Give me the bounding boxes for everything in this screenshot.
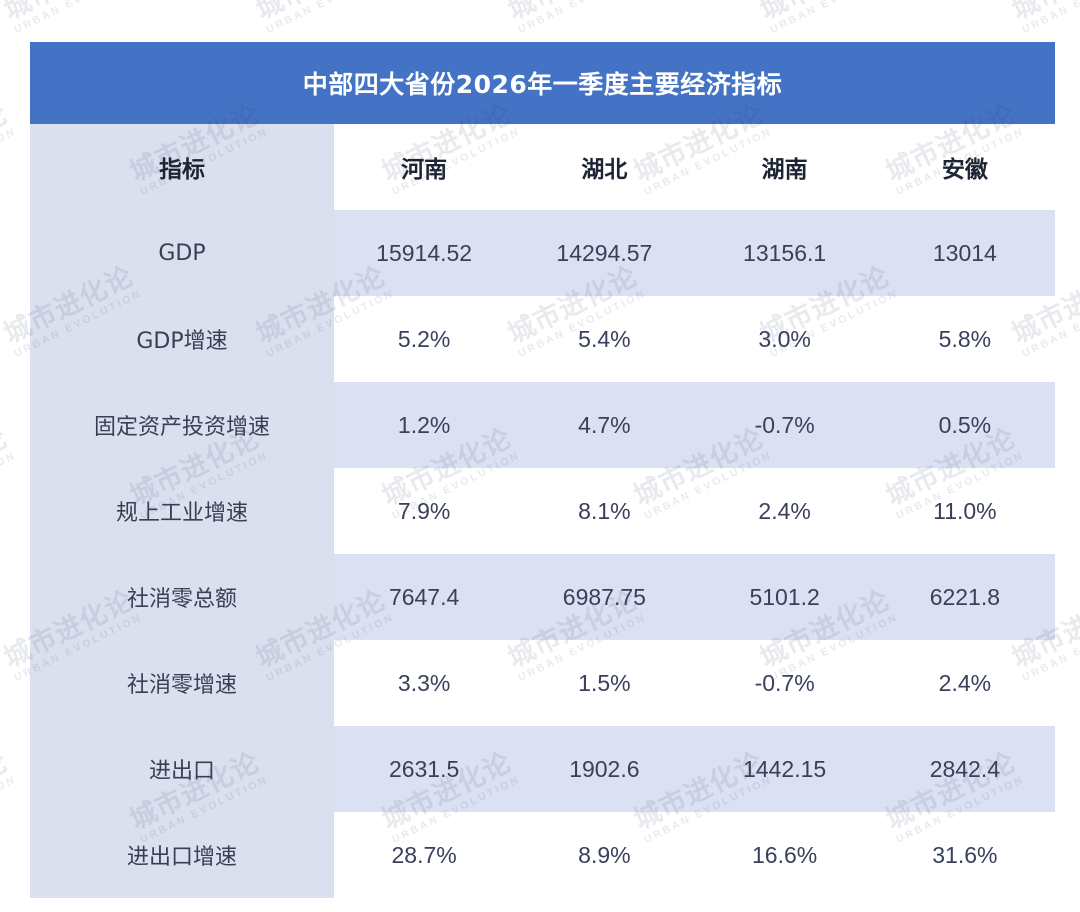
cell-henan: 28.7% xyxy=(334,812,515,898)
row-label: GDP增速 xyxy=(30,296,334,382)
cell-henan: 5.2% xyxy=(334,296,515,382)
column-header-anhui: 安徽 xyxy=(874,124,1055,210)
cell-henan: 15914.52 xyxy=(334,210,515,296)
table-header-row: 指标 河南 湖北 湖南 安徽 xyxy=(30,124,1055,210)
cell-anhui: 2842.4 xyxy=(874,726,1055,812)
cell-hubei: 14294.57 xyxy=(514,210,695,296)
column-header-hunan: 湖南 xyxy=(694,124,875,210)
row-label: 社消零增速 xyxy=(30,640,334,726)
row-label: 进出口 xyxy=(30,726,334,812)
cell-hunan: 5101.2 xyxy=(694,554,875,640)
table-row: 进出口 2631.5 1902.6 1442.15 2842.4 xyxy=(30,726,1055,812)
table-row: GDP增速 5.2% 5.4% 3.0% 5.8% xyxy=(30,296,1055,382)
row-label: 固定资产投资增速 xyxy=(30,382,334,468)
watermark-text: 城市进化论URBAN EVOLUTION xyxy=(503,0,649,38)
watermark-text: 城市进化论URBAN EVOLUTION xyxy=(251,0,397,38)
table-title-bar: 中部四大省份2026年一季度主要经济指标 xyxy=(30,42,1055,124)
table-row: 进出口增速 28.7% 8.9% 16.6% 31.6% xyxy=(30,812,1055,898)
table-row: 固定资产投资增速 1.2% 4.7% -0.7% 0.5% xyxy=(30,382,1055,468)
table-row: 社消零增速 3.3% 1.5% -0.7% 2.4% xyxy=(30,640,1055,726)
watermark-text: 城市进化论URBAN EVOLUTION xyxy=(755,0,901,38)
cell-hubei: 8.9% xyxy=(514,812,695,898)
cell-henan: 2631.5 xyxy=(334,726,515,812)
table-row: 社消零总额 7647.4 6987.75 5101.2 6221.8 xyxy=(30,554,1055,640)
metrics-table: 指标 河南 湖北 湖南 安徽 GDP 15914.52 14294.57 131… xyxy=(30,124,1055,898)
cell-hunan: 3.0% xyxy=(694,296,875,382)
cell-hunan: 16.6% xyxy=(694,812,875,898)
cell-anhui: 2.4% xyxy=(874,640,1055,726)
row-label: 进出口增速 xyxy=(30,812,334,898)
cell-hubei: 1902.6 xyxy=(514,726,695,812)
economic-indicator-table: 中部四大省份2026年一季度主要经济指标 指标 河南 湖北 湖南 安徽 GDP … xyxy=(30,42,1055,898)
cell-hunan: 2.4% xyxy=(694,468,875,554)
row-label: 规上工业增速 xyxy=(30,468,334,554)
watermark-text: 城市进化论URBAN EVOLUTION xyxy=(0,422,19,522)
cell-hunan: -0.7% xyxy=(694,382,875,468)
column-header-indicator: 指标 xyxy=(30,124,334,210)
cell-anhui: 5.8% xyxy=(874,296,1055,382)
cell-hubei: 6987.75 xyxy=(514,554,695,640)
cell-hubei: 5.4% xyxy=(514,296,695,382)
cell-anhui: 6221.8 xyxy=(874,554,1055,640)
table-body: GDP 15914.52 14294.57 13156.1 13014 GDP增… xyxy=(30,210,1055,898)
cell-hubei: 1.5% xyxy=(514,640,695,726)
cell-hunan: 1442.15 xyxy=(694,726,875,812)
cell-hunan: 13156.1 xyxy=(694,210,875,296)
cell-anhui: 11.0% xyxy=(874,468,1055,554)
table-row: 规上工业增速 7.9% 8.1% 2.4% 11.0% xyxy=(30,468,1055,554)
table-header: 指标 河南 湖北 湖南 安徽 xyxy=(30,124,1055,210)
cell-hubei: 8.1% xyxy=(514,468,695,554)
row-label: GDP xyxy=(30,210,334,296)
watermark-text: 城市进化论URBAN EVOLUTION xyxy=(1007,0,1080,38)
row-label: 社消零总额 xyxy=(30,554,334,640)
watermark-text: 城市进化论URBAN EVOLUTION xyxy=(0,0,145,38)
watermark-text: 城市进化论URBAN EVOLUTION xyxy=(0,746,19,846)
cell-henan: 7.9% xyxy=(334,468,515,554)
cell-hubei: 4.7% xyxy=(514,382,695,468)
cell-anhui: 31.6% xyxy=(874,812,1055,898)
watermark-text: 城市进化论URBAN EVOLUTION xyxy=(0,98,19,198)
column-header-hubei: 湖北 xyxy=(514,124,695,210)
cell-henan: 3.3% xyxy=(334,640,515,726)
column-header-henan: 河南 xyxy=(334,124,515,210)
cell-hunan: -0.7% xyxy=(694,640,875,726)
cell-henan: 7647.4 xyxy=(334,554,515,640)
cell-anhui: 13014 xyxy=(874,210,1055,296)
page-title: 中部四大省份2026年一季度主要经济指标 xyxy=(302,70,783,99)
cell-henan: 1.2% xyxy=(334,382,515,468)
table-row: GDP 15914.52 14294.57 13156.1 13014 xyxy=(30,210,1055,296)
cell-anhui: 0.5% xyxy=(874,382,1055,468)
